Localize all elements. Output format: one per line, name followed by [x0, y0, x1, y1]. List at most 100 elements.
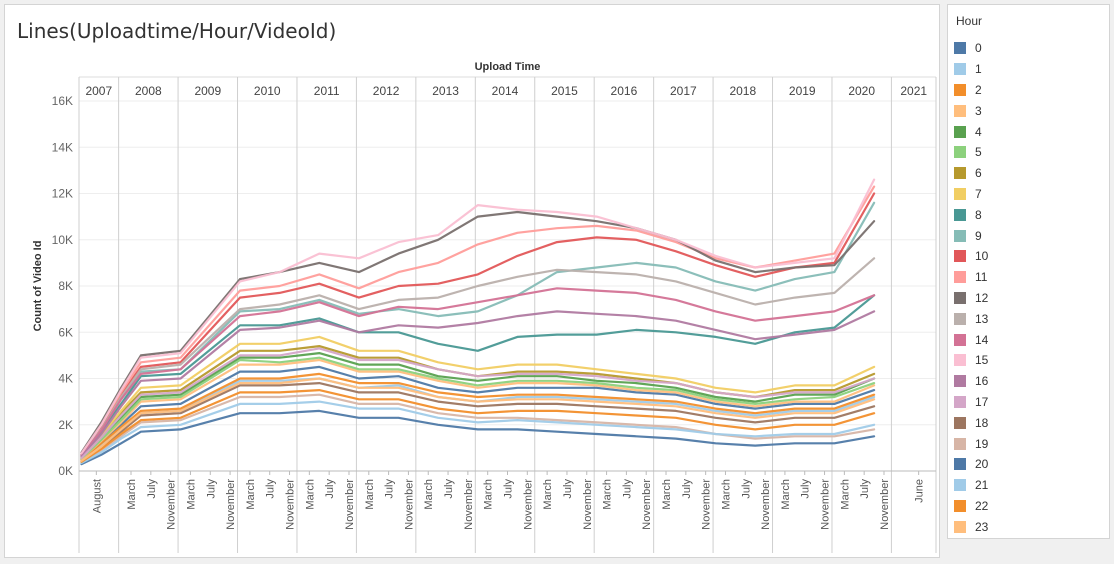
year-label: 2016 [611, 84, 638, 98]
legend-swatch [954, 208, 966, 221]
month-label: July [859, 479, 871, 499]
month-label: November [285, 479, 297, 530]
month-label: November [701, 479, 713, 530]
legend-item-hour-21[interactable]: 21 [954, 475, 1102, 496]
month-label: November [582, 479, 594, 530]
month-label: March [542, 479, 554, 510]
series-line-hour-13[interactable] [80, 257, 876, 456]
legend-swatch [954, 520, 966, 533]
month-label: November [879, 479, 891, 530]
month-label: March [364, 479, 376, 510]
legend-item-hour-5[interactable]: 5 [954, 142, 1102, 163]
legend-label: 10 [975, 249, 989, 264]
year-label: 2015 [551, 84, 578, 98]
series-line-hour-23[interactable] [80, 377, 876, 462]
year-label: 2018 [729, 84, 756, 98]
legend-item-hour-7[interactable]: 7 [954, 184, 1102, 205]
month-label: March [126, 479, 138, 510]
legend-item-hour-0[interactable]: 0 [954, 38, 1102, 59]
legend-item-hour-11[interactable]: 11 [954, 267, 1102, 288]
series-line-hour-17[interactable] [80, 347, 876, 460]
year-label: 2008 [135, 84, 162, 98]
legend-swatch [954, 499, 966, 512]
y-tick-label: 12K [52, 187, 73, 201]
legend-item-hour-20[interactable]: 20 [954, 454, 1102, 475]
series-line-hour-12[interactable] [80, 210, 876, 454]
month-label: March [483, 479, 495, 510]
legend-item-hour-22[interactable]: 22 [954, 496, 1102, 517]
series-line-hour-3[interactable] [80, 358, 876, 461]
year-label: 2007 [85, 84, 112, 98]
legend-item-hour-23[interactable]: 23 [954, 516, 1102, 537]
legend-item-hour-12[interactable]: 12 [954, 288, 1102, 309]
legend-item-hour-16[interactable]: 16 [954, 371, 1102, 392]
y-tick-label: 8K [58, 279, 73, 293]
month-label: November [166, 479, 178, 530]
legend-swatch [954, 437, 966, 450]
series-line-hour-16[interactable] [80, 310, 876, 458]
legend-item-hour-4[interactable]: 4 [954, 121, 1102, 142]
legend-swatch [954, 479, 966, 492]
legend-label: 16 [975, 374, 989, 389]
month-label: November [463, 479, 475, 530]
legend-swatch [954, 333, 966, 346]
chart-panel: Lines(Uploadtime/Hour/VideoId) Upload Ti… [4, 4, 940, 558]
legend-label: 6 [975, 166, 982, 181]
series-line-hour-18[interactable] [80, 382, 876, 463]
legend-label: 5 [975, 145, 982, 160]
legend-item-hour-10[interactable]: 10 [954, 246, 1102, 267]
legend-item-hour-13[interactable]: 13 [954, 308, 1102, 329]
series-line-hour-21[interactable] [80, 400, 876, 464]
series-line-hour-20[interactable] [80, 409, 876, 466]
month-label: July [265, 479, 277, 499]
legend-item-hour-15[interactable]: 15 [954, 350, 1102, 371]
line-chart[interactable]: Upload Time Count of Video Id 0K 2K 4K 6K 8K 10… [5, 5, 939, 557]
series-line-hour-15[interactable] [80, 178, 876, 455]
y-tick-label: 4K [58, 372, 73, 386]
series-line-hour-14[interactable] [80, 287, 876, 457]
year-label: 2009 [194, 84, 221, 98]
year-label: 2014 [492, 84, 519, 98]
legend-item-hour-3[interactable]: 3 [954, 100, 1102, 121]
legend-item-hour-18[interactable]: 18 [954, 412, 1102, 433]
legend-item-hour-17[interactable]: 17 [954, 392, 1102, 413]
legend-swatch [954, 125, 966, 138]
series-line-hour-9[interactable] [80, 201, 876, 456]
legend-item-hour-8[interactable]: 8 [954, 204, 1102, 225]
legend-label: 13 [975, 311, 989, 326]
series-line-hour-22[interactable] [80, 389, 876, 463]
series-line-hour-8[interactable] [80, 294, 876, 458]
year-label: 2021 [900, 84, 927, 98]
legend-swatch [954, 375, 966, 388]
legend-label: 23 [975, 519, 989, 534]
series-line-hour-5[interactable] [80, 356, 876, 460]
month-label: July [681, 479, 693, 499]
legend-item-hour-19[interactable]: 19 [954, 433, 1102, 454]
series-line-hour-1[interactable] [80, 377, 876, 462]
legend-swatch [954, 291, 966, 304]
legend-label: 22 [975, 498, 989, 513]
month-label: July [621, 479, 633, 499]
month-label: July [384, 479, 396, 499]
legend-item-hour-9[interactable]: 9 [954, 225, 1102, 246]
series-line-hour-19[interactable] [80, 393, 876, 464]
legend-item-hour-6[interactable]: 6 [954, 163, 1102, 184]
legend-item-hour-2[interactable]: 2 [954, 80, 1102, 101]
y-axis-title: Count of Video Id [32, 241, 44, 332]
series-line-hour-7[interactable] [80, 335, 876, 459]
month-label: March [245, 479, 257, 510]
legend-item-hour-14[interactable]: 14 [954, 329, 1102, 350]
legend-item-hour-1[interactable]: 1 [954, 59, 1102, 80]
series-line-hour-4[interactable] [80, 352, 876, 460]
series-line-hour-11[interactable] [80, 185, 876, 455]
series-line-hour-0[interactable] [80, 365, 876, 461]
month-label: July [324, 479, 336, 499]
legend-label: 15 [975, 353, 989, 368]
legend-label: 18 [975, 415, 989, 430]
month-label: November [403, 479, 415, 530]
month-label: July [562, 479, 574, 499]
series-line-hour-10[interactable] [80, 192, 876, 456]
legend-label: 20 [975, 457, 989, 472]
legend-label: 3 [975, 103, 982, 118]
series-line-hour-2[interactable] [80, 372, 876, 461]
